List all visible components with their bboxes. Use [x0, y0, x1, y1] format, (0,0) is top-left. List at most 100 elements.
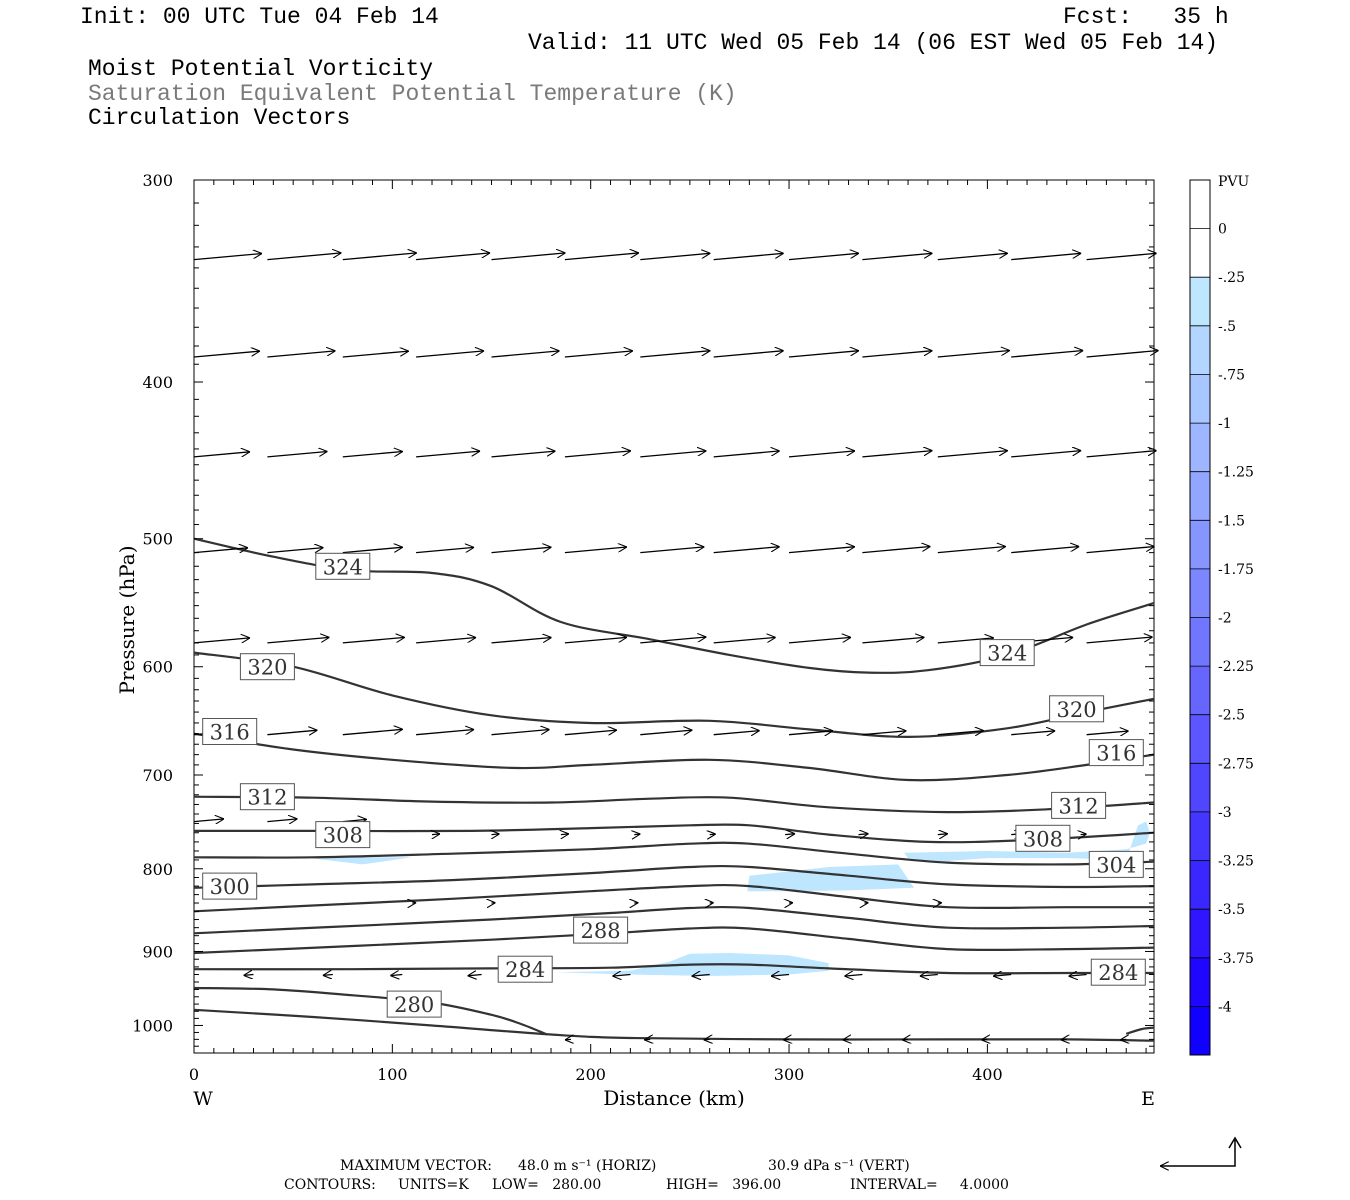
circulation-vector	[432, 834, 440, 835]
contour-label: 288	[581, 919, 621, 943]
y-tick-label: 300	[142, 171, 173, 190]
y-axis-title: Pressure (hPa)	[115, 546, 139, 695]
colorbar-tick-label: -3.5	[1218, 902, 1245, 918]
circulation-vector	[862, 351, 932, 358]
max-vector-vertical: 30.9 dPa s⁻¹ (VERT)	[768, 1158, 910, 1174]
theta-es-contour	[193, 795, 1155, 814]
circulation-vector	[920, 975, 938, 977]
contour-label-box	[573, 916, 629, 944]
y-tick-label: 900	[142, 942, 173, 961]
circulation-vector	[491, 730, 550, 736]
circulation-vector	[713, 351, 784, 358]
circulation-vector	[771, 975, 790, 977]
max-vector-label: MAXIMUM VECTOR:	[340, 1158, 492, 1174]
contours-low: LOW= 280.00	[492, 1177, 602, 1193]
circulation-vector	[692, 975, 710, 977]
x-axis-title: Distance (km)	[603, 1086, 745, 1110]
circulation-vector	[193, 638, 250, 644]
circulation-vector	[491, 547, 552, 554]
y-tick-label: 500	[142, 530, 173, 549]
circulation-vector	[710, 834, 716, 835]
contour-label-box	[979, 639, 1035, 667]
theta-es-contour	[193, 926, 1155, 955]
colorbar-swatch	[1190, 666, 1210, 715]
mpv-shaded-region	[747, 864, 914, 892]
circulation-vector	[634, 834, 640, 835]
colorbar-tick-label: 0	[1218, 222, 1227, 238]
circulation-vector	[783, 1039, 789, 1040]
circulation-vector	[193, 254, 262, 261]
circulation-vector	[862, 451, 932, 458]
circulation-vector	[564, 253, 639, 261]
colorbar-tick-label: -2.75	[1218, 756, 1254, 772]
circulation-vector	[862, 547, 930, 554]
contour-label: 280	[394, 993, 434, 1017]
contours-high: HIGH= 396.00	[666, 1177, 782, 1193]
circulation-vector	[564, 451, 631, 458]
colorbar-swatch	[1190, 617, 1210, 667]
colorbar-tick-label: -3.75	[1218, 951, 1254, 967]
x-tick-label: 200	[575, 1065, 606, 1084]
circulation-vector	[713, 547, 780, 554]
circulation-vector	[640, 547, 704, 554]
contour-label: 284	[1098, 961, 1138, 985]
circulation-vector	[704, 1039, 710, 1040]
colorbar-tick-label: -4	[1218, 999, 1232, 1015]
circulation-vector	[323, 975, 333, 976]
circulation-vector	[267, 637, 329, 644]
colorbar-swatch	[1190, 909, 1210, 958]
colorbar-swatch	[1190, 374, 1210, 423]
contour-label-box	[239, 653, 295, 681]
colorbar-swatch	[1190, 180, 1210, 229]
circulation-vector	[1069, 975, 1087, 977]
colorbar-swatch	[1190, 471, 1210, 521]
circulation-vector	[342, 351, 409, 358]
circulation-vector	[416, 253, 490, 261]
contour-label: 308	[323, 824, 363, 848]
circulation-vector	[788, 253, 859, 261]
circulation-vector	[640, 637, 706, 644]
contour-label: 316	[210, 721, 250, 745]
circulation-vector	[267, 548, 323, 554]
circulation-vector	[937, 731, 984, 735]
circulation-vector	[491, 451, 556, 458]
circulation-vector	[244, 975, 254, 976]
circulation-vector	[416, 547, 474, 554]
circulation-vector	[193, 351, 260, 358]
circulation-vector	[858, 834, 869, 835]
circulation-vector	[788, 637, 851, 644]
contours-label: CONTOURS:	[284, 1177, 376, 1193]
max-vector-horizontal: 48.0 m s⁻¹ (HORIZ)	[518, 1158, 657, 1174]
circulation-vector	[1011, 253, 1081, 261]
forecast-hour: Fcst: 35 h	[1063, 4, 1229, 30]
circulation-vector	[342, 253, 417, 261]
reference-vector-icon	[1160, 1136, 1242, 1166]
colorbar-swatch	[1190, 957, 1210, 1007]
colorbar-tick-label: -1	[1218, 416, 1232, 432]
circulation-vector	[843, 1039, 849, 1040]
contour-label-box	[315, 821, 371, 849]
circulation-vector	[1061, 1039, 1067, 1040]
contour-label: 320	[247, 656, 287, 680]
colorbar-swatch	[1190, 520, 1210, 569]
circulation-vector	[713, 731, 760, 735]
circulation-vector	[981, 1039, 987, 1040]
circulation-vector	[416, 451, 480, 458]
circulation-vector	[1086, 637, 1153, 644]
plot-frame	[193, 179, 1155, 1054]
contour-label-box	[1088, 850, 1144, 878]
circulation-vector	[640, 253, 710, 261]
colorbar-tick-label: -1.5	[1218, 513, 1245, 529]
colorbar-tick-label: -1.75	[1218, 562, 1254, 578]
circulation-vector	[267, 351, 335, 358]
circulation-vector	[492, 834, 500, 835]
colorbar-swatch	[1190, 568, 1210, 618]
circulation-vector	[267, 730, 317, 735]
circulation-vector	[1086, 351, 1159, 358]
contour-label-box	[1049, 695, 1105, 723]
init-time: Init: 00 UTC Tue 04 Feb 14	[80, 4, 439, 30]
circulation-vector	[564, 351, 633, 358]
circulation-vector	[785, 834, 795, 835]
colorbar-swatch	[1190, 325, 1210, 375]
